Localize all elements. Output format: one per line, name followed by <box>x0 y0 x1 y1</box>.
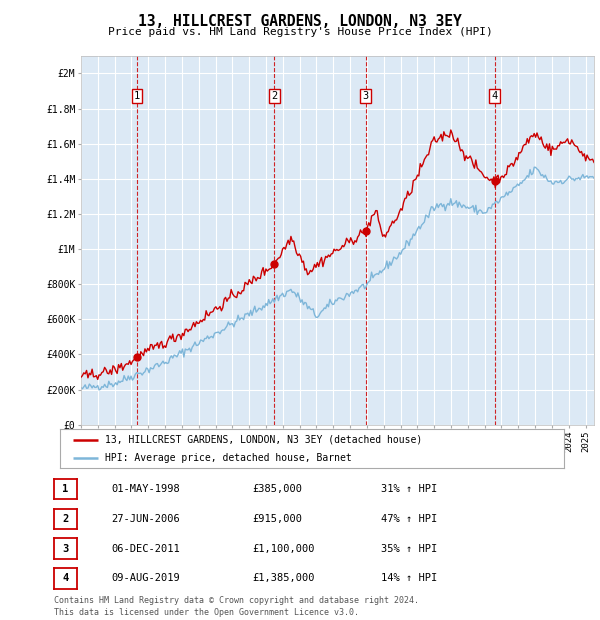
Text: £385,000: £385,000 <box>252 484 302 494</box>
Text: 14% ↑ HPI: 14% ↑ HPI <box>381 574 437 583</box>
Text: £915,000: £915,000 <box>252 514 302 524</box>
Text: 4: 4 <box>491 91 498 101</box>
Text: Price paid vs. HM Land Registry's House Price Index (HPI): Price paid vs. HM Land Registry's House … <box>107 27 493 37</box>
Text: £1,385,000: £1,385,000 <box>252 574 314 583</box>
Text: HPI: Average price, detached house, Barnet: HPI: Average price, detached house, Barn… <box>106 453 352 463</box>
Text: 3: 3 <box>62 544 68 554</box>
Text: 31% ↑ HPI: 31% ↑ HPI <box>381 484 437 494</box>
Text: 3: 3 <box>362 91 369 101</box>
Text: 06-DEC-2011: 06-DEC-2011 <box>111 544 180 554</box>
Text: 2: 2 <box>271 91 277 101</box>
Text: £1,100,000: £1,100,000 <box>252 544 314 554</box>
Text: 47% ↑ HPI: 47% ↑ HPI <box>381 514 437 524</box>
Text: 35% ↑ HPI: 35% ↑ HPI <box>381 544 437 554</box>
Text: Contains HM Land Registry data © Crown copyright and database right 2024.
This d: Contains HM Land Registry data © Crown c… <box>54 596 419 617</box>
Text: 4: 4 <box>62 574 68 583</box>
Text: 1: 1 <box>134 91 140 101</box>
Text: 13, HILLCREST GARDENS, LONDON, N3 3EY (detached house): 13, HILLCREST GARDENS, LONDON, N3 3EY (d… <box>106 435 422 445</box>
Text: 2: 2 <box>62 514 68 524</box>
Text: 09-AUG-2019: 09-AUG-2019 <box>111 574 180 583</box>
Text: 13, HILLCREST GARDENS, LONDON, N3 3EY: 13, HILLCREST GARDENS, LONDON, N3 3EY <box>138 14 462 29</box>
Text: 1: 1 <box>62 484 68 494</box>
Text: 27-JUN-2006: 27-JUN-2006 <box>111 514 180 524</box>
Text: 01-MAY-1998: 01-MAY-1998 <box>111 484 180 494</box>
